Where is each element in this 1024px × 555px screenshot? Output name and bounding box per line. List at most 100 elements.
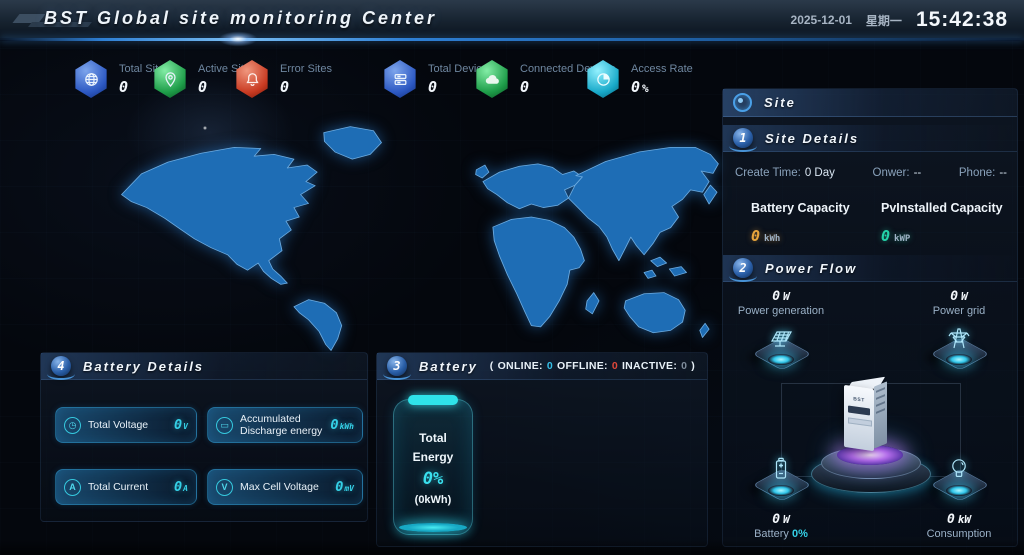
date-label: 2025-12-01 (790, 13, 852, 27)
stat-value: 0 (428, 78, 438, 96)
center-platform-glow (837, 445, 903, 465)
create-time: Create Time: 0 Day (735, 167, 835, 179)
section-index-badge: 2 (729, 258, 757, 282)
platform-glow (946, 485, 972, 496)
stat-value: 0 (280, 78, 290, 96)
node-stage (725, 319, 837, 381)
battery-panel: 3 Battery ( ONLINE: 0 OFFLINE: 0 INACTIV… (376, 352, 708, 547)
gauge-title-line1: Total (419, 430, 447, 445)
node-stage (903, 319, 1015, 381)
stat-error-sites: Error Sites 0 (235, 60, 332, 98)
consumption-value: 0 kW (946, 512, 972, 527)
current-icon: A (64, 478, 81, 496)
pv-capacity-value: 0 kWP (881, 227, 911, 245)
card-label: Total Voltage (88, 418, 149, 431)
online-label: ONLINE: (497, 360, 543, 372)
stat-value: 0 (520, 78, 530, 96)
card-value: 0A (174, 479, 188, 495)
node-stage (725, 450, 837, 512)
site-panel-title: Site (764, 95, 796, 110)
site-details-row: Create Time: 0 Day Onwer: -- Phone: -- (735, 167, 1007, 179)
gauge-cap (408, 395, 458, 405)
battery-node-label: Battery 0% (754, 528, 808, 540)
error-bell-icon (236, 60, 268, 98)
stat-label: Error Sites (280, 63, 332, 75)
battery-capacity: Battery Capacity 0 kWh (751, 201, 891, 245)
page-title: BST Global site monitoring Center (44, 8, 438, 28)
devices-server-icon (384, 60, 416, 98)
total-current-card: A Total Current 0A (55, 469, 197, 505)
header: BST Global site monitoring Center 2025-1… (0, 0, 1024, 40)
card-label: Total Current (88, 480, 149, 493)
stat-value: 0 (119, 78, 129, 96)
gauge-icon: ◷ (64, 416, 81, 434)
platform-glow (946, 354, 972, 365)
discharge-energy-card: ▭ Accumulated Discharge energy 0kWh (207, 407, 363, 443)
battery-icon: ▭ (216, 416, 233, 434)
consumption-label: Consumption (926, 528, 992, 540)
footer-shadow (0, 539, 1024, 555)
power-tower-icon (944, 324, 974, 359)
pv-capacity: PvInstalled Capacity 0 kWP (881, 201, 1021, 245)
section-index-badge: 3 (383, 356, 411, 380)
section-index-badge: 4 (47, 356, 75, 380)
section-index-badge: 1 (729, 128, 757, 152)
battery-status-counts: ( ONLINE: 0 OFFLINE: 0 INACTIVE: 0 ) (489, 360, 696, 372)
stat-value: 0 (198, 78, 208, 96)
card-label: Accumulated Discharge energy (240, 412, 323, 437)
header-glow-line (0, 38, 1024, 41)
header-flare (212, 29, 264, 49)
stat-label: Access Rate (631, 63, 693, 75)
stat-value: 0% (631, 78, 649, 96)
battery-capacity-value: 0 kWh (751, 227, 781, 245)
gauge-text: Total Energy 0% (0kWh) (398, 418, 468, 518)
total-voltage-card: ◷ Total Voltage 0V (55, 407, 197, 443)
power-flow-title: Power Flow (765, 260, 858, 276)
platform-glow (768, 485, 794, 496)
gauge-percent: 0% (422, 468, 444, 489)
inverter-side-face (874, 381, 887, 449)
consumption-node: 0 kW Consumption (903, 448, 1015, 540)
header-clock: 2025-12-01 星期一 15:42:38 (791, 0, 1008, 40)
card-value: 0kWh (330, 417, 354, 433)
node-stage (903, 450, 1015, 512)
radar-icon (733, 93, 752, 112)
battery-details-panel: 4 Battery Details ◷ Total Voltage 0V ▭ A… (40, 352, 368, 522)
offline-label: OFFLINE: (557, 360, 608, 372)
bulb-icon (944, 455, 974, 490)
inverter-node: BST (805, 343, 935, 493)
solar-panel-icon (766, 324, 796, 359)
card-value: 0mV (335, 479, 354, 495)
cell-voltage-icon: V (216, 478, 233, 496)
battery-details-header: 4 Battery Details (41, 353, 367, 380)
site-panel-header: Site (723, 89, 1017, 117)
card-label: Max Cell Voltage (240, 480, 319, 493)
power-grid-label: Power grid (932, 305, 986, 317)
offline-value: 0 (611, 360, 618, 372)
power-flow-header: 2 Power Flow (723, 255, 1017, 282)
site-details-header: 1 Site Details (723, 125, 1017, 152)
inactive-value: 0 (681, 360, 688, 372)
total-energy-gauge: Total Energy 0% (0kWh) (393, 395, 473, 535)
battery-icon (766, 455, 796, 490)
battery-panel-title: Battery (419, 358, 478, 374)
sites-globe-icon (75, 60, 107, 98)
gauge-fill (399, 523, 467, 532)
gauge-detail: (0kWh) (414, 493, 452, 506)
weekday-label: 星期一 (865, 13, 902, 28)
phone: Phone: -- (958, 167, 1007, 179)
inactive-label: INACTIVE: (621, 360, 678, 372)
stat-access-rate: Access Rate 0% (586, 60, 693, 98)
site-details-title: Site Details (765, 130, 860, 146)
site-panel: Site 1 Site Details Create Time: 0 Day On… (722, 88, 1018, 547)
stat-connected-devices: Connected Devices 0 (475, 60, 615, 98)
owner: Onwer: -- (872, 167, 922, 179)
max-cell-voltage-card: V Max Cell Voltage 0mV (207, 469, 363, 505)
card-value: 0V (174, 417, 188, 433)
active-pin-icon (154, 60, 186, 98)
